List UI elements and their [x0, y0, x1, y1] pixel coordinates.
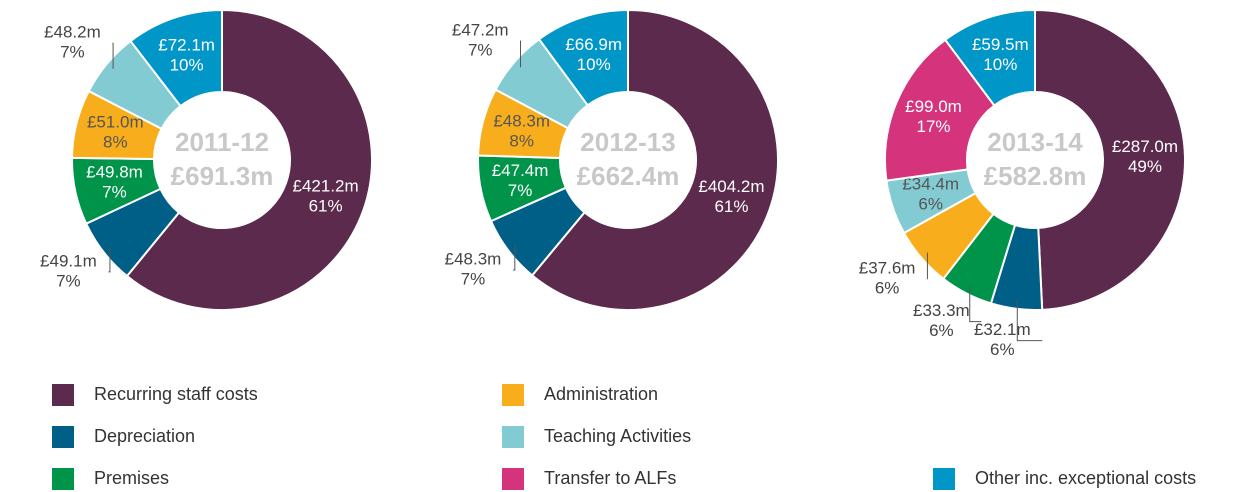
donut-slice: [125, 8, 373, 311]
value-label: £421.2m: [293, 176, 359, 195]
value-label: £49.8m: [86, 163, 143, 182]
chart-title: 2012-13: [580, 127, 675, 157]
percent-label: 10%: [170, 55, 204, 74]
legend-swatch: [52, 468, 74, 490]
percent-label: 49%: [1128, 157, 1162, 176]
donut-slice: [537, 8, 629, 107]
value-label: £32.1m: [974, 320, 1031, 339]
leader-line: [108, 247, 111, 273]
leader-line: [112, 42, 114, 69]
percent-label: 10%: [983, 55, 1017, 74]
value-label: £51.0m: [87, 113, 144, 132]
value-label: £49.1m: [40, 251, 97, 270]
leader-line: [1016, 300, 1043, 342]
percent-label: 7%: [508, 181, 533, 200]
donut-slice: [884, 38, 996, 182]
value-label: £33.3m: [913, 301, 970, 320]
value-label: £47.4m: [492, 161, 549, 180]
legend-swatch: [52, 384, 74, 406]
leader-line: [512, 245, 516, 271]
chart-title: 2013-14: [987, 127, 1083, 157]
percent-label: 7%: [461, 269, 486, 288]
value-label: £47.2m: [452, 21, 509, 40]
percent-label: 7%: [102, 183, 127, 202]
value-label: £48.3m: [445, 249, 502, 268]
percent-label: 7%: [468, 41, 493, 60]
percent-label: 8%: [509, 131, 534, 150]
chart-total: £662.4m: [577, 161, 680, 191]
legend-label: Other inc. exceptional costs: [975, 468, 1196, 488]
value-label: £37.6m: [859, 258, 916, 277]
leader-line: [969, 286, 982, 323]
percent-label: 6%: [875, 278, 900, 297]
donut-slice: [1034, 8, 1186, 311]
percent-label: 61%: [309, 196, 343, 215]
percent-label: 6%: [918, 194, 943, 213]
legend-label: Transfer to ALFs: [544, 468, 676, 488]
chart-title: 2011-12: [175, 127, 269, 157]
legend-swatch: [52, 426, 74, 448]
value-label: £34.4m: [902, 174, 959, 193]
percent-label: 8%: [103, 133, 128, 152]
donut-slice: [943, 8, 1036, 107]
percent-label: 6%: [929, 321, 954, 340]
legend-label: Recurring staff costs: [94, 384, 258, 404]
percent-label: 61%: [714, 197, 748, 216]
legend-label: Administration: [544, 384, 658, 404]
value-label: £99.0m: [905, 97, 962, 116]
value-label: £48.2m: [44, 23, 101, 42]
value-label: £66.9m: [565, 35, 622, 54]
legend-swatch: [502, 426, 524, 448]
legend-label: Premises: [94, 468, 169, 488]
legend-label: Teaching Activities: [544, 426, 691, 446]
percent-label: 6%: [990, 340, 1015, 359]
percent-label: 17%: [916, 117, 950, 136]
percent-label: 7%: [56, 271, 81, 290]
legend-label: Depreciation: [94, 426, 195, 446]
value-label: £404.2m: [698, 177, 764, 196]
value-label: £48.3m: [493, 111, 550, 130]
chart-total: £582.8m: [984, 161, 1087, 191]
legend-swatch: [502, 468, 524, 490]
donut-slice: [129, 8, 223, 108]
percent-label: 7%: [60, 43, 85, 62]
value-label: £59.5m: [972, 35, 1029, 54]
value-label: £72.1m: [158, 35, 215, 54]
legend-swatch: [933, 468, 955, 490]
chart-total: £691.3m: [171, 161, 274, 191]
donut-slice: [530, 8, 779, 311]
legend-swatch: [502, 384, 524, 406]
percent-label: 10%: [577, 55, 611, 74]
value-label: £287.0m: [1112, 137, 1178, 156]
